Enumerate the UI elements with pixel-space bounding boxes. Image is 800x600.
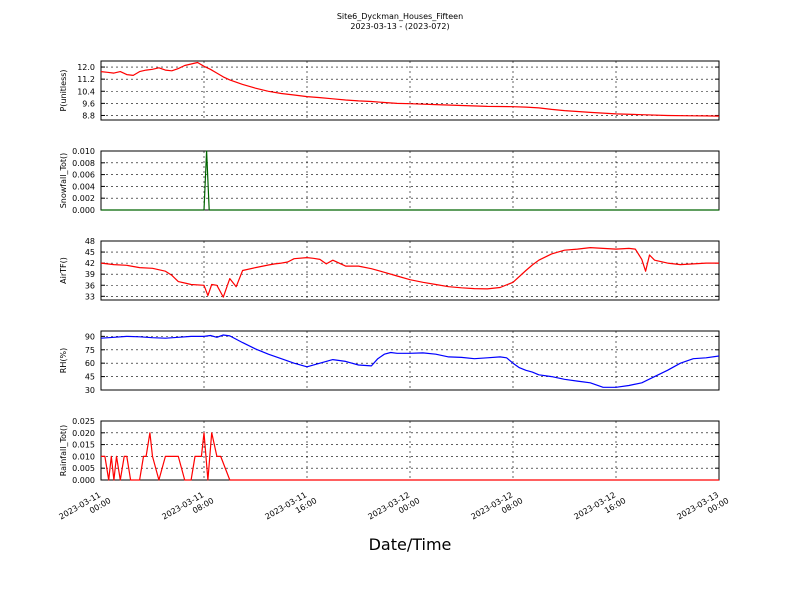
y-tick-label: 0.020 — [72, 429, 95, 438]
y-tick-label: 0.006 — [72, 171, 95, 180]
y-tick-label: 0.004 — [72, 182, 95, 191]
y-tick-label: 0.005 — [72, 464, 95, 473]
panel-3: 48 45 42 39 36 33 AirTF() — [59, 237, 720, 301]
y-tick-label: 0.010 — [72, 147, 95, 156]
y-tick-label: 33 — [85, 292, 95, 301]
y-tick-label: 8.8 — [82, 111, 95, 120]
y-tick-label: 10.4 — [77, 87, 95, 96]
series-line — [100, 247, 719, 298]
y-tick-label: 0.000 — [72, 206, 95, 215]
y-tick-label: 45 — [85, 248, 95, 257]
panel-5: 0.025 0.020 0.015 0.010 0.005 0.000 Rainfall_T… — [59, 417, 720, 485]
y-tick-label: 0.010 — [72, 452, 95, 461]
y-tick-label: 60 — [85, 359, 95, 368]
figure-subtitle: 2023-03-13 - (2023-072) — [350, 22, 449, 31]
y-tick-label: 45 — [85, 373, 95, 382]
y-tick-label: 11.2 — [77, 75, 95, 84]
y-tick-label: 0.000 — [72, 476, 95, 485]
y-tick-label: 0.025 — [72, 417, 95, 426]
y-tick-label: 30 — [85, 386, 95, 395]
y-axis-label: P(unitless) — [59, 69, 68, 111]
y-tick-label: 75 — [85, 346, 95, 355]
series-line — [100, 61, 720, 117]
panel-4: 90 75 60 45 30 RH(%) — [59, 330, 720, 395]
figure-title: Site6_Dyckman_Houses_Fifteen — [337, 12, 463, 21]
y-axis-label: AirTF() — [59, 257, 68, 284]
x-axis-label: Date/Time — [369, 535, 452, 554]
series-line — [100, 334, 720, 388]
y-axis-label: RH(%) — [59, 348, 68, 373]
y-axis-label: Rainfall_Tot() — [59, 425, 68, 477]
y-tick-label: 0.015 — [72, 441, 95, 450]
series-line — [101, 150, 719, 211]
y-tick-label: 39 — [85, 270, 95, 279]
y-tick-label: 36 — [85, 281, 95, 290]
y-tick-label: 42 — [85, 259, 95, 268]
chart-panels: 12.011.210.49.68.8P(unitless)0.0100.0080… — [59, 60, 720, 485]
panel-2: 0.010 0.008 0.006 0.004 0.002 0.000 Snowfall_T… — [59, 147, 720, 215]
y-tick-label: 0.002 — [72, 194, 95, 203]
y-tick-label: 0.008 — [72, 159, 95, 168]
y-tick-label: 48 — [85, 237, 95, 246]
y-axis-label: Snowfall_Tot() — [59, 153, 68, 209]
y-tick-label: 90 — [85, 332, 95, 341]
y-tick-label: 9.6 — [82, 99, 95, 108]
y-tick-label: 12.0 — [77, 63, 95, 72]
panel-1: 12.0 11.2 10.4 9.6 8.8 P(unitless) — [59, 60, 720, 121]
series-line — [101, 432, 719, 481]
